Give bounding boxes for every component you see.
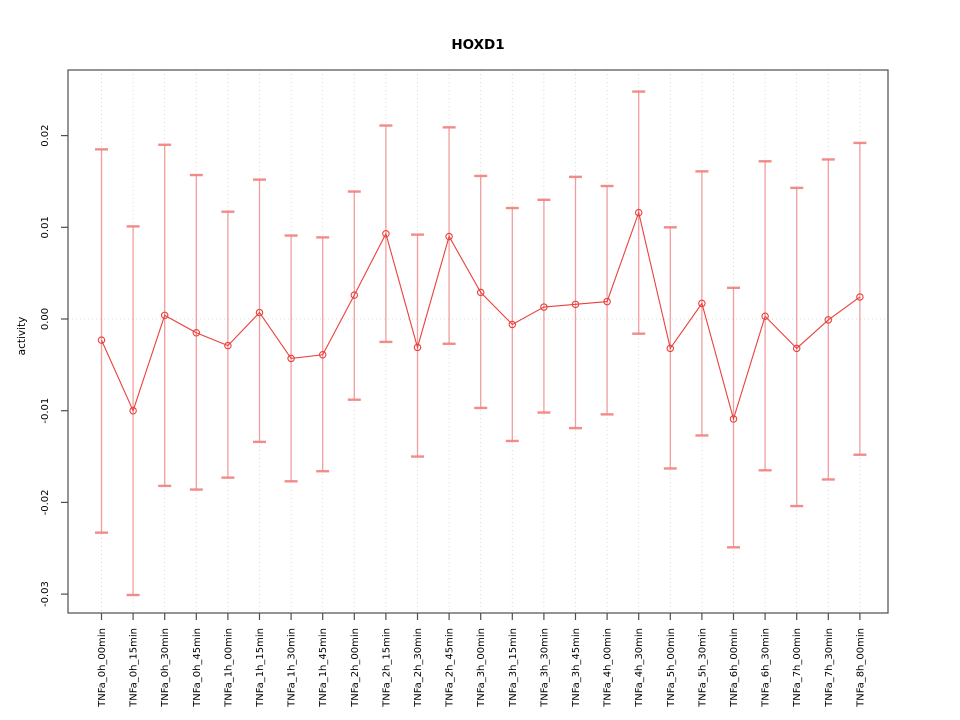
x-tick-label: TNFa_3h_00min: [476, 628, 487, 708]
data-points: [97, 208, 864, 423]
data-point-marker: [318, 351, 327, 359]
data-point-marker: [382, 229, 390, 238]
x-tick-label: TNFa_1h_15min: [255, 628, 266, 708]
x-tick-label: TNFa_1h_30min: [287, 628, 298, 708]
x-tick-label: TNFa_4h_00min: [603, 628, 614, 708]
data-point-marker: [224, 341, 232, 350]
x-tick-label: TNFa_5h_30min: [697, 628, 708, 708]
data-point-marker: [445, 232, 453, 241]
data-point-marker: [792, 344, 801, 353]
x-tick-label: TNFa_2h_15min: [381, 628, 392, 708]
series-polyline: [100, 210, 861, 421]
y-tick-label: -0.03: [40, 581, 51, 607]
x-tick-label: TNFa_2h_45min: [445, 628, 456, 708]
x-tick-label: TNFa_4h_30min: [634, 628, 645, 708]
x-tick-label: TNFa_3h_15min: [508, 628, 519, 708]
y-tick-label: 0.02: [40, 124, 51, 146]
data-point-marker: [97, 336, 106, 344]
x-tick-label: TNFa_1h_00min: [223, 628, 234, 708]
data-point-marker: [255, 308, 264, 317]
x-tick-label: TNFa_0h_45min: [192, 628, 203, 708]
y-tick-label: 0.00: [40, 308, 51, 330]
data-point-marker: [160, 311, 169, 320]
y-tick-labels: 0.02 0.01 0.00 -0.01 -0.02 -0.03: [40, 124, 51, 607]
data-point-marker: [508, 320, 517, 329]
x-tick-label: TNFa_7h_00min: [792, 628, 803, 708]
y-tick-label: 0.01: [40, 216, 51, 238]
data-point-marker: [287, 354, 295, 363]
x-tick-label: TNFa_7h_30min: [824, 628, 835, 708]
x-tick-label: TNFa_2h_30min: [413, 628, 424, 708]
data-point-marker: [729, 415, 738, 423]
data-point-marker: [603, 297, 611, 306]
x-tick-label: TNFa_0h_30min: [160, 628, 171, 708]
x-tick-label: TNFa_1h_45min: [318, 628, 329, 708]
data-point-marker: [413, 343, 422, 352]
data-point-marker: [824, 316, 833, 324]
x-tick-label: TNFa_3h_30min: [539, 628, 550, 708]
data-point-marker: [761, 312, 769, 320]
x-tick-label: TNFa_8h_00min: [855, 628, 866, 708]
data-point-marker: [856, 293, 864, 301]
data-point-marker: [129, 406, 137, 415]
data-point-marker: [476, 288, 485, 297]
data-point-marker: [571, 300, 580, 309]
plot-box: [67, 69, 889, 614]
x-tick-label: TNFa_5h_00min: [666, 628, 677, 708]
gridlines: [68, 70, 888, 613]
x-tick-label: TNFa_6h_00min: [729, 628, 740, 708]
x-tick-label: TNFa_0h_15min: [129, 628, 140, 708]
data-point-marker: [540, 303, 548, 311]
y-tick-label: -0.02: [40, 489, 51, 515]
x-tick-labels: TNFa_0h_00min TNFa_0h_15min TNFa_0h_30min T…: [97, 628, 866, 708]
data-point-marker: [698, 299, 706, 308]
data-point-marker: [192, 329, 201, 337]
axes: [61, 69, 889, 620]
x-tick-label: TNFa_6h_30min: [761, 628, 772, 708]
series-line: [100, 210, 861, 421]
y-tick-label: -0.01: [40, 398, 51, 424]
x-tick-label: TNFa_3h_45min: [571, 628, 582, 708]
y-axis-label: activity: [16, 317, 28, 356]
data-point-marker: [666, 344, 675, 353]
chart-title: HOXD1: [451, 37, 504, 53]
x-tick-label: TNFa_2h_00min: [350, 628, 361, 708]
error-bars: [95, 90, 867, 597]
data-point-marker: [350, 291, 359, 299]
x-tick-label: TNFa_0h_00min: [97, 628, 108, 708]
data-point-marker: [634, 208, 643, 217]
